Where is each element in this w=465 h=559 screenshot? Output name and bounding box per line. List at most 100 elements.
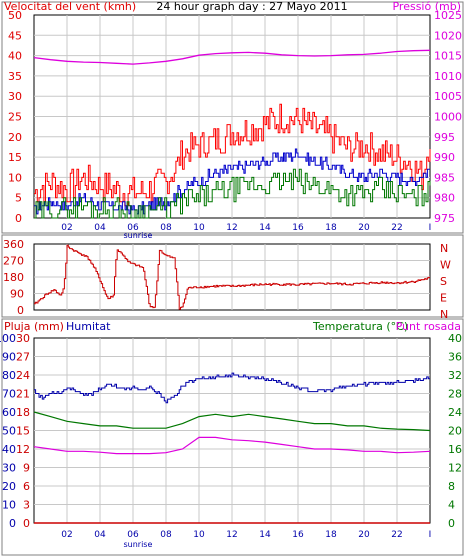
wind-x-tick-label: I [429,223,432,233]
wind-y-axis-title: Velocitat del vent (kmh) [4,0,136,13]
wind-y-tick-label: 10 [8,171,22,184]
direction-y-tick-label: 270 [3,255,24,268]
temp-x-tick-label: 02 [61,530,72,540]
pressure-y-tick-label: 1025 [434,9,462,22]
temp-y-tick-label: 20 [448,425,462,438]
wind-x-tick-label: 16 [292,223,304,233]
wind-y-tick-label: 50 [8,9,22,22]
direction-compass-label: S [440,275,447,288]
panel-temp-frame [1,318,464,556]
pressure-y-tick-label: 1000 [434,111,462,124]
rain-y-tick-label: 12 [16,443,30,456]
direction-y-tick-label: 180 [3,271,24,284]
chart-title: 24 hour graph day : 27 Mayo 2011 [156,0,347,13]
pressure-y-tick-label: 985 [434,171,455,184]
wind-sunrise-label: sunrise [123,231,152,240]
panel-direction-frame [1,234,464,318]
rain-y-tick-label: 9 [23,462,30,475]
humidity-y-tick-label: 40 [2,443,16,456]
pressure-y-tick-label: 995 [434,131,455,144]
wind-y-tick-label: 5 [15,192,22,205]
humidity-y-tick-label: 0 [9,517,16,530]
wind-gust-line [34,103,431,207]
wind-average-line [34,168,431,219]
temp-y-axis-title: Temperatura (°C) [312,320,408,333]
temp-x-tick-label: 16 [292,530,304,540]
pressure-y-axis-title: Pressió (mb) [392,0,461,13]
wind-x-tick-label: 10 [193,223,205,233]
rain-y-tick-label: 27 [16,351,30,364]
humidity-y-tick-label: 100 [0,332,16,345]
wind-y-tick-label: 40 [8,50,22,63]
wind-x-tick-label: 18 [325,223,337,233]
wind-y-tick-label: 15 [8,151,22,164]
wind-y-tick-label: 20 [8,131,22,144]
temp-y-tick-label: 36 [448,351,462,364]
wind-y-tick-label: 30 [8,90,22,103]
rain-y-tick-label: 21 [16,388,30,401]
temp-y-tick-label: 4 [448,499,455,512]
temp-y-tick-label: 28 [448,388,462,401]
temp-x-tick-label: I [429,530,432,540]
pressure-y-tick-label: 980 [434,192,455,205]
temp-x-tick-label: 12 [226,530,237,540]
temp-y-tick-label: 24 [448,406,462,419]
direction-compass-label: N [440,242,448,255]
humidity-y-tick-label: 20 [2,480,16,493]
temp-x-tick-label: 08 [160,530,172,540]
direction-y-tick-label: 90 [10,288,24,301]
pressure-y-tick-label: 1015 [434,50,462,63]
temp-y-tick-label: 0 [448,517,455,530]
temperature-line [33,411,431,432]
temp-y-tick-label: 32 [448,369,462,382]
humidity-line [34,372,430,404]
wind-x-tick-label: 20 [358,223,370,233]
dewpoint-y-axis-title: Punt rosada [396,320,461,333]
panel-wind-frame [1,1,464,234]
direction-compass-label: N [440,308,448,321]
wind-x-tick-label: 14 [259,223,271,233]
temp-x-tick-label: 10 [193,530,205,540]
wind-direction-line [34,244,430,310]
temp-y-tick-label: 16 [448,443,462,456]
temp-sunrise-label: sunrise [123,540,152,549]
direction-y-tick-label: 0 [17,304,24,317]
humidity-y-tick-label: 70 [2,388,16,401]
wind-x-tick-label: 06 [127,223,139,233]
humidity-y-tick-label: 10 [2,499,16,512]
temp-x-tick-label: 22 [391,530,402,540]
temp-x-tick-label: 04 [94,530,106,540]
temp-x-tick-label: 18 [325,530,337,540]
rain-y-tick-label: 15 [16,425,30,438]
humidity-y-tick-label: 90 [2,351,16,364]
pressure-line [33,49,431,65]
rain-y-tick-label: 0 [23,517,30,530]
humidity-y-tick-label: 50 [2,425,16,438]
rain-y-tick-label: 24 [16,369,30,382]
wind-x-tick-label: 08 [160,223,172,233]
humidity-y-axis-title: Humitat [66,320,111,333]
rain-y-tick-label: 3 [23,499,30,512]
humidity-y-tick-label: 80 [2,369,16,382]
rain-y-axis-title: Pluja (mm) [4,320,64,333]
temp-x-tick-label: 20 [358,530,370,540]
wind-y-tick-label: 35 [8,70,22,83]
rain-y-tick-label: 30 [16,332,30,345]
temp-y-tick-label: 8 [448,480,455,493]
rain-y-tick-label: 18 [16,406,30,419]
pressure-y-tick-label: 975 [434,212,455,225]
wind-y-tick-label: 0 [15,212,22,225]
temp-y-tick-label: 12 [448,462,462,475]
dewpoint-line [33,436,431,455]
temp-x-tick-label: 14 [259,530,271,540]
rain-y-tick-label: 6 [23,480,30,493]
humidity-y-tick-label: 60 [2,406,16,419]
pressure-y-tick-label: 1005 [434,90,462,103]
temp-y-tick-label: 40 [448,332,462,345]
pressure-y-tick-label: 1010 [434,70,462,83]
wind-x-tick-label: 12 [226,223,237,233]
wind-y-tick-label: 45 [8,29,22,42]
pressure-y-tick-label: 990 [434,151,455,164]
temp-x-tick-label: 06 [127,530,139,540]
